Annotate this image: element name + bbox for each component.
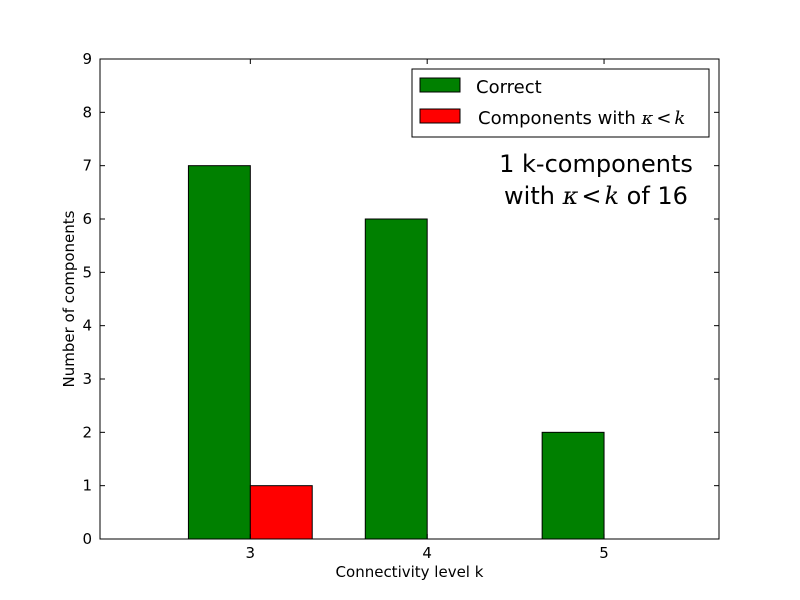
bar-kappa-3 xyxy=(249,485,313,540)
bar-correct-5 xyxy=(541,431,605,540)
legend-swatch-kappa xyxy=(419,108,461,124)
legend-label-correct: Correct xyxy=(476,77,542,98)
legend-swatch-correct xyxy=(419,77,461,93)
y-tick-label: 1 xyxy=(82,477,92,495)
annotation-line1: 1 k-components xyxy=(499,150,693,178)
x-tick-label: 4 xyxy=(422,544,432,562)
legend-label-kappa-prefix: Components with xyxy=(478,108,642,129)
legend-label-kappa-symbol: κ xyxy=(641,108,654,129)
y-tick-label: 0 xyxy=(82,530,92,548)
annotation: 1 k-components with κ < k of 16 xyxy=(499,150,693,210)
ticks-layer: 0 1 2 3 4 5 6 7 8 9 3 4 5 xyxy=(82,50,719,562)
legend-box xyxy=(411,68,710,138)
legend-label-k: k xyxy=(674,108,685,129)
y-tick-label: 6 xyxy=(82,210,92,228)
annotation-line2-kappa: κ xyxy=(562,182,579,210)
y-tick-label: 5 xyxy=(82,263,92,281)
plot-frame xyxy=(99,58,720,540)
y-tick-label: 9 xyxy=(82,50,92,68)
x-tick-label: 3 xyxy=(246,544,256,562)
annotation-line2-suffix: of 16 xyxy=(619,182,688,210)
y-axis-label: Number of components xyxy=(60,210,78,387)
legend-label-kappa: Components with κ < k xyxy=(478,108,685,129)
legend-label-lt: < xyxy=(656,108,671,129)
annotation-line2: with κ < k of 16 xyxy=(504,182,688,210)
annotation-line2-lt: < xyxy=(581,182,601,210)
x-tick-label: 5 xyxy=(599,544,609,562)
y-tick-label: 2 xyxy=(82,423,92,441)
bar-correct-4 xyxy=(364,218,428,540)
legend: Correct Components with κ < k xyxy=(411,68,710,138)
y-tick-label: 4 xyxy=(82,317,92,335)
bars-layer xyxy=(187,165,605,540)
x-axis-label: Connectivity level k xyxy=(336,563,484,581)
bar-correct-3 xyxy=(187,165,251,540)
annotation-line2-k: k xyxy=(604,182,619,210)
y-tick-label: 8 xyxy=(82,103,92,121)
annotation-line2-prefix: with xyxy=(504,182,563,210)
y-tick-label: 3 xyxy=(82,370,92,388)
y-tick-label: 7 xyxy=(82,157,92,175)
